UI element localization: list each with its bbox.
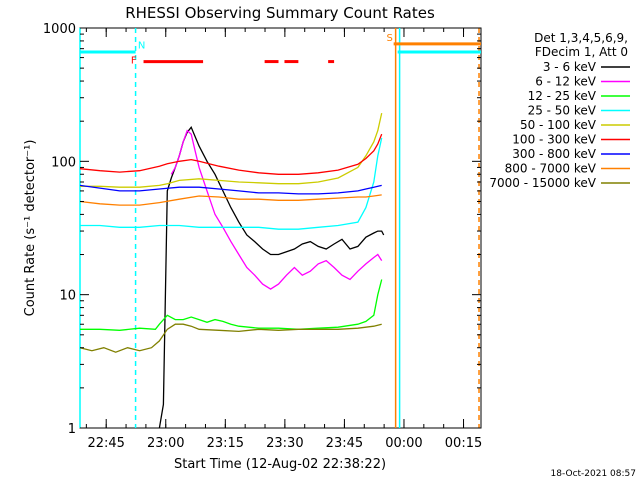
- x-tick-label: 00:15: [445, 436, 482, 451]
- marker-label-n: N: [138, 41, 145, 52]
- x-tick-label: 23:30: [266, 436, 303, 451]
- x-tick-label: 22:45: [87, 436, 124, 451]
- series-line-5: [80, 112, 383, 188]
- plot-frame: [79, 27, 482, 429]
- x-tick-label: 23:00: [147, 436, 184, 451]
- series-layer: [79, 112, 385, 429]
- series-line-8: [79, 194, 382, 206]
- y-tick-label: 1: [68, 422, 76, 437]
- legend-item-label: 300 - 800 keV: [512, 147, 596, 161]
- series-line-6: [79, 133, 383, 175]
- legend-item-label: 12 - 25 keV: [528, 89, 597, 103]
- series-line-4: [80, 137, 383, 230]
- legend-item-label: 800 - 7000 keV: [505, 162, 597, 176]
- series-line-2: [170, 129, 383, 290]
- chart-title: RHESSI Observing Summary Count Rates: [125, 4, 435, 22]
- y-axis-ticks: 1 10 100 1000: [43, 22, 481, 437]
- marker-label-s: S: [386, 33, 392, 44]
- legend-item-label: 50 - 100 keV: [520, 118, 597, 132]
- series-line-1: [158, 126, 385, 429]
- y-tick-label: 1000: [43, 22, 76, 37]
- legend-item-label: 100 - 300 keV: [512, 133, 596, 147]
- y-axis-label: Count Rate (s⁻¹ detector⁻¹): [23, 140, 38, 317]
- legend-item-label: 6 - 12 keV: [535, 75, 597, 89]
- footer-timestamp: 18-Oct-2021 08:57: [551, 469, 636, 479]
- plot-area: NF S 1 10 100 1000 22:45 23:00 23:15 23:30 23:45…: [43, 22, 482, 451]
- legend-item-label: 25 - 50 keV: [528, 104, 597, 118]
- series-line-7: [79, 184, 382, 195]
- x-tick-label: 00:00: [385, 436, 422, 451]
- y-tick-label: 10: [59, 289, 76, 304]
- x-tick-label: 23:45: [326, 436, 363, 451]
- legend-header-line-1: Det 1,3,4,5,6,9,: [534, 31, 628, 45]
- legend-item-label: 7000 - 15000 keV: [489, 176, 596, 190]
- x-axis-label: Start Time (12-Aug-02 22:38:22): [174, 457, 386, 472]
- legend-item-label: 3 - 6 keV: [543, 60, 597, 74]
- legend: Det 1,3,4,5,6,9, FDecim 1, Att 0 3 - 6 k…: [489, 31, 630, 190]
- x-tick-label: 23:15: [207, 436, 244, 451]
- annotation-layer: NF S: [79, 28, 481, 428]
- series-line-3: [80, 279, 383, 331]
- marker-label-f: F: [131, 56, 137, 67]
- series-line-9: [79, 323, 382, 353]
- x-axis-ticks: 22:45 23:00 23:15 23:30 23:45 00:00 00:15: [85, 28, 482, 451]
- y-tick-label: 100: [51, 155, 76, 170]
- legend-header-line-2: FDecim 1, Att 0: [535, 45, 628, 59]
